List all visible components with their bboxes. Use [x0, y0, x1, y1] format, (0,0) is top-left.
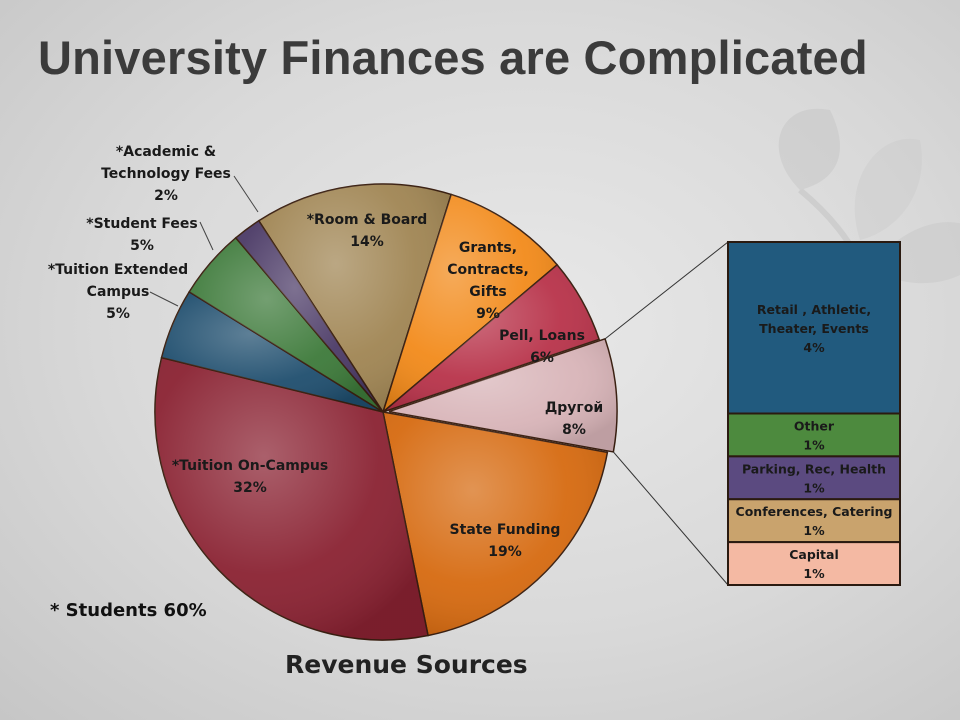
- breakdown-label-2: Parking, Rec, Health 1%: [742, 461, 886, 495]
- breakdown-bar-2: [727, 455, 901, 501]
- pie-slice-shine-3: [388, 338, 617, 452]
- pie-slice-shine-7: [189, 237, 383, 412]
- pie-label-3: Другой 8%: [545, 400, 603, 438]
- pie-label-5: *Tuition On-Campus 32%: [172, 458, 328, 496]
- students-note: * Students 60%: [50, 600, 207, 621]
- leader-line-7: [199, 221, 214, 251]
- breakdown-bar-4: [727, 541, 901, 586]
- pie-label-1: Grants, Contracts, Gifts 9%: [447, 240, 529, 322]
- leader-line-8: [233, 175, 259, 213]
- pie-label-2: Pell, Loans 6%: [499, 328, 585, 366]
- chart-caption: Revenue Sources: [285, 650, 528, 679]
- pie-label-6: *Tuition Extended Campus 5%: [48, 262, 188, 322]
- breakdown-label-3: Conferences, Catering 1%: [736, 504, 893, 538]
- leader-line-6: [149, 291, 179, 307]
- pie-slice-shine-6: [161, 291, 383, 412]
- leaf-watermark: [778, 108, 960, 381]
- pie-slice-shine-4: [383, 412, 608, 636]
- pie-slice-shine-2: [383, 264, 600, 412]
- connector-bottom: [613, 451, 729, 586]
- pie-slice-shine-1: [383, 194, 558, 412]
- page-title: University Finances are Complicated: [38, 31, 868, 84]
- pie-slice-shine-5: [155, 357, 429, 640]
- pie-label-7: *Student Fees 5%: [86, 216, 197, 254]
- breakdown-bar-0: [727, 241, 901, 415]
- breakdown-label-4: Capital 1%: [789, 547, 839, 581]
- breakdown-label-1: Other 1%: [794, 418, 835, 452]
- pie-slice-shine-0: [258, 184, 452, 412]
- pie-label-8: *Academic & Technology Fees 2%: [101, 144, 231, 204]
- pie-label-0: *Room & Board 14%: [307, 212, 428, 250]
- pie-label-4: State Funding 19%: [450, 522, 561, 560]
- breakdown-label-0: Retail , Athletic, Theater, Events 4%: [757, 302, 871, 355]
- connector-top: [604, 241, 729, 340]
- pie-slice-shine-8: [235, 220, 383, 412]
- breakdown-bar-1: [727, 412, 901, 458]
